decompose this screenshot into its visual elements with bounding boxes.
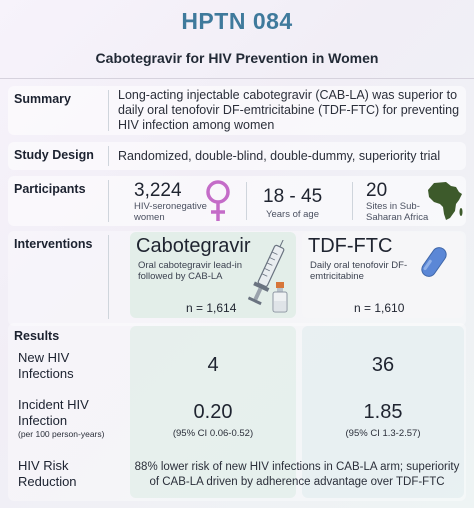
incidence-label: Incident HIV Infection (18, 397, 89, 429)
page-subtitle: Cabotegravir for HIV Prevention in Women (95, 50, 379, 66)
header-divider (0, 78, 474, 79)
incidence-cab: 0.20 (193, 401, 233, 423)
page-title: HPTN 084 (181, 8, 293, 34)
summary-divider (108, 90, 109, 131)
caption-line: HIV-seronegative (134, 201, 207, 212)
new-infections-cab: 4 (207, 354, 219, 376)
caption-line: women (134, 212, 165, 223)
study-design-text: Randomized, double-blind, double-dummy, … (118, 149, 441, 163)
participants-row: Participants 3,224 HIV-seronegative wome… (8, 176, 466, 226)
female-symbol-icon (206, 180, 230, 221)
new-infections-tdf: 36 (371, 354, 395, 376)
summary-text-line: daily oral tenofovir DF-emtricitabine (T… (118, 103, 460, 117)
summary-row: Summary Long-acting injectable cabotegra… (8, 86, 466, 135)
description-line: followed by CAB-LA (138, 271, 223, 282)
risk-reduction-label: HIV Risk Reduction (18, 458, 77, 490)
results-label: Results (14, 329, 60, 343)
syringe-icon (248, 240, 285, 306)
risk-reduction-text: 88% lower risk of new HIV infections in … (124, 460, 470, 490)
age-range: 18 - 45 (263, 186, 323, 207)
label-line: HIV Risk (18, 458, 69, 473)
label-line: New HIV (18, 350, 70, 365)
results-tdf-ftc-column (302, 326, 464, 498)
summary-text-line: HIV infection among women (118, 118, 275, 132)
text-line: 88% lower risk of new HIV infections in … (134, 461, 460, 473)
summary-text-line: Long-acting injectable cabotegravir (CAB… (118, 88, 458, 102)
tdf-ftc-name: TDF-FTC (308, 235, 393, 257)
participants-divider-3 (352, 182, 353, 220)
study-design-row: Study Design Randomized, double-blind, d… (8, 142, 466, 170)
interventions-label: Interventions (14, 237, 93, 251)
interventions-divider (108, 235, 109, 319)
participants-divider-2 (246, 182, 247, 220)
participant-count-caption: HIV-seronegative women (134, 201, 207, 223)
label-line: Reduction (18, 474, 77, 489)
incidence-tdf-ci: (95% CI 1.3-2.57) (345, 428, 421, 439)
site-caption: Sites in Sub- Saharan Africa (366, 201, 428, 223)
site-count: 20 (366, 180, 388, 201)
cabotegravir-panel: Cabotegravir Oral cabotegravir lead-in f… (130, 232, 296, 318)
africa-map-icon (428, 182, 463, 220)
study-design-divider (108, 146, 109, 166)
cabotegravir-name: Cabotegravir (136, 235, 251, 257)
tdf-ftc-description: Daily oral tenofovir DF- emtricitabine (310, 260, 407, 282)
text-line: of CAB-LA driven by adherence advantage … (149, 476, 445, 488)
vial-icon (272, 282, 288, 313)
pill-icon (421, 247, 447, 277)
summary-label: Summary (14, 92, 71, 106)
tdf-ftc-panel: TDF-FTC Daily oral tenofovir DF- emtrici… (302, 232, 464, 318)
label-line: Infections (18, 366, 74, 381)
participant-count: 3,224 (134, 180, 182, 201)
incidence-cab-ci: (95% CI 0.06-0.52) (172, 428, 254, 439)
tdf-ftc-n: n = 1,610 (354, 301, 405, 315)
description-line: Daily oral tenofovir DF- (310, 260, 408, 271)
participants-label: Participants (14, 182, 86, 196)
new-infections-label: New HIV Infections (18, 350, 74, 382)
label-line: Infection (18, 413, 68, 428)
incidence-unit: (per 100 person-years) (18, 429, 105, 439)
caption-line: Sites in Sub- (366, 201, 420, 212)
caption-line: Saharan Africa (366, 212, 429, 223)
cabotegravir-n: n = 1,614 (186, 301, 237, 315)
incidence-tdf: 1.85 (363, 401, 403, 423)
participants-divider (108, 180, 109, 222)
results-cabotegravir-column (130, 326, 296, 498)
cabotegravir-description: Oral cabotegravir lead-in followed by CA… (138, 260, 242, 282)
study-design-label: Study Design (14, 148, 94, 162)
age-caption: Years of age (266, 209, 319, 220)
description-line: emtricitabine (310, 271, 364, 282)
summary-text: Long-acting injectable cabotegravir (CAB… (118, 88, 463, 133)
label-line: Incident HIV (18, 397, 89, 412)
description-line: Oral cabotegravir lead-in (138, 260, 243, 271)
